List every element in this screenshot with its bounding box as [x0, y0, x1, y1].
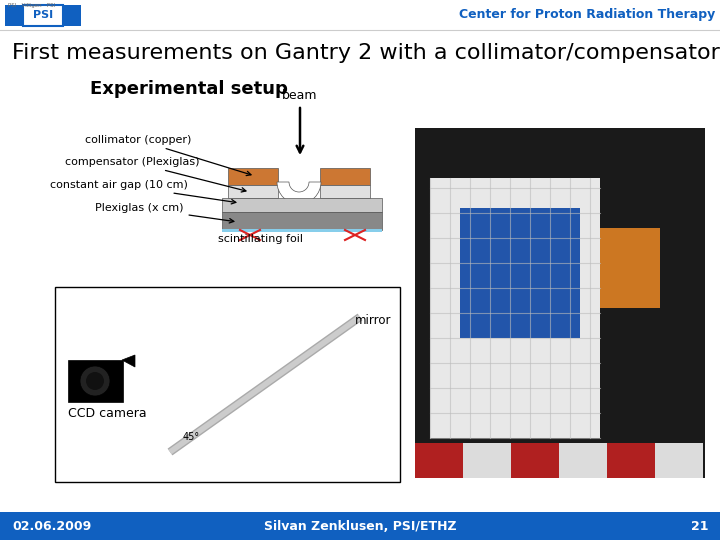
Polygon shape — [122, 355, 135, 367]
Text: 02.06.2009: 02.06.2009 — [12, 519, 91, 532]
Circle shape — [86, 372, 104, 390]
Bar — [5, 5, 23, 26]
Bar — [320, 168, 370, 185]
Bar — [415, 443, 463, 478]
Text: PSI: PSI — [33, 10, 53, 21]
Bar — [222, 198, 382, 212]
Text: First measurements on Gantry 2 with a collimator/compensator: First measurements on Gantry 2 with a co… — [12, 43, 720, 63]
Bar — [222, 229, 382, 232]
Bar — [320, 185, 370, 198]
Bar — [511, 443, 559, 478]
Text: constant air gap (10 cm): constant air gap (10 cm) — [50, 180, 236, 204]
Text: Silvan Zenklusen, PSI/ETHZ: Silvan Zenklusen, PSI/ETHZ — [264, 519, 456, 532]
Bar — [222, 212, 382, 230]
Bar — [430, 178, 600, 438]
Text: Center for Proton Radiation Therapy: Center for Proton Radiation Therapy — [459, 8, 715, 21]
Bar — [5, 3, 85, 28]
Bar — [23, 5, 63, 26]
Bar — [55, 287, 400, 482]
Bar — [0, 512, 720, 540]
Bar — [460, 208, 580, 338]
Bar — [600, 228, 660, 308]
Bar — [463, 443, 511, 478]
Text: scintillating foil: scintillating foil — [217, 234, 302, 244]
Bar — [68, 360, 123, 402]
Bar — [559, 443, 607, 478]
Bar — [607, 443, 655, 478]
Text: Plexiglas (x cm): Plexiglas (x cm) — [95, 203, 234, 223]
Text: CCD camera: CCD camera — [68, 407, 147, 420]
Text: collimator (copper): collimator (copper) — [85, 135, 251, 176]
Wedge shape — [277, 182, 321, 204]
Text: Experimental setup: Experimental setup — [90, 80, 288, 98]
Text: PSI · Villigen · PSI: PSI · Villigen · PSI — [8, 3, 55, 8]
Text: beam: beam — [282, 89, 318, 102]
Bar — [228, 168, 278, 185]
Text: 45°: 45° — [183, 432, 200, 442]
Bar — [228, 185, 278, 198]
Bar — [415, 128, 705, 478]
Bar — [655, 443, 703, 478]
Text: compensator (Plexiglas): compensator (Plexiglas) — [65, 157, 246, 192]
Circle shape — [80, 366, 110, 396]
Bar — [63, 5, 81, 26]
Text: mirror: mirror — [355, 314, 392, 327]
Text: 21: 21 — [690, 519, 708, 532]
